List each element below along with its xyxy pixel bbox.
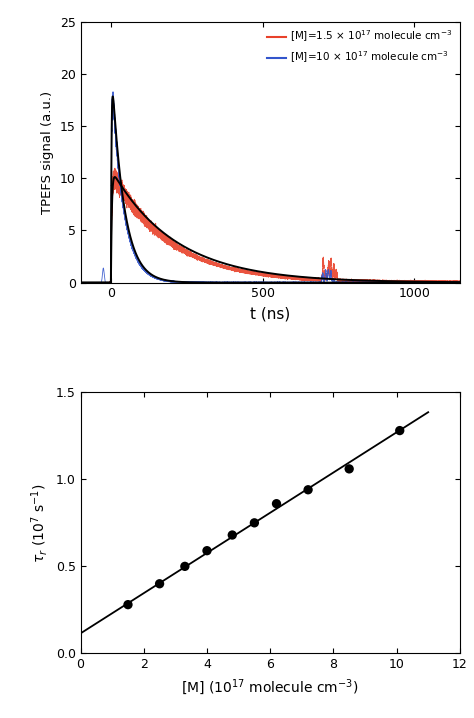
Y-axis label: $\tau_r$ (10$^7$ s$^{-1}$): $\tau_r$ (10$^7$ s$^{-1}$) bbox=[29, 483, 50, 563]
Point bbox=[203, 545, 211, 556]
Point bbox=[273, 498, 280, 510]
Point bbox=[304, 484, 312, 495]
X-axis label: [M] (10$^{17}$ molecule cm$^{-3}$): [M] (10$^{17}$ molecule cm$^{-3}$) bbox=[182, 677, 359, 696]
Point bbox=[396, 425, 403, 437]
Point bbox=[251, 517, 258, 528]
Y-axis label: TPEFS signal (a.u.): TPEFS signal (a.u.) bbox=[41, 90, 55, 214]
X-axis label: t (ns): t (ns) bbox=[250, 306, 290, 321]
Point bbox=[181, 561, 189, 572]
Point bbox=[156, 578, 164, 589]
Point bbox=[346, 463, 353, 475]
Point bbox=[228, 529, 236, 541]
Legend: [M]=1.5 × 10$^{17}$ molecule cm$^{-3}$, [M]=10 × 10$^{17}$ molecule cm$^{-3}$: [M]=1.5 × 10$^{17}$ molecule cm$^{-3}$, … bbox=[263, 24, 456, 70]
Point bbox=[124, 599, 132, 610]
